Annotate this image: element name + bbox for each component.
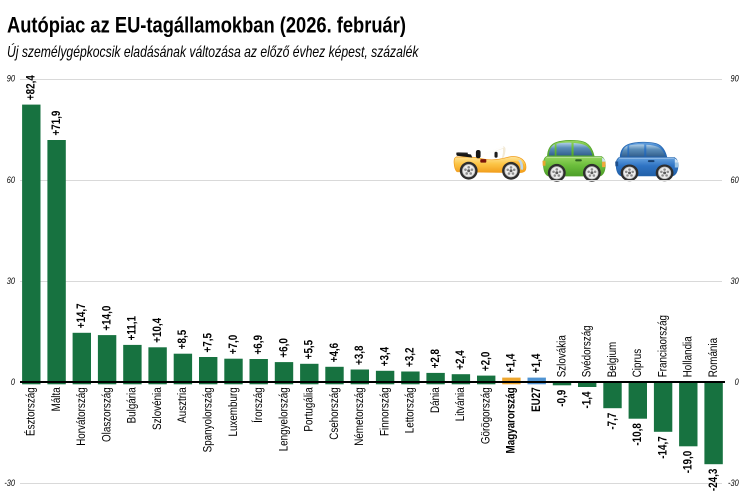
svg-text:+14,7: +14,7 — [75, 303, 88, 328]
svg-text:30: 30 — [730, 276, 739, 286]
svg-text:+2,8: +2,8 — [429, 349, 442, 368]
svg-text:-19,0: -19,0 — [682, 451, 695, 473]
svg-text:Észtország: Észtország — [24, 387, 38, 436]
svg-text:+14,0: +14,0 — [101, 306, 114, 331]
svg-text:+2,4: +2,4 — [454, 349, 467, 369]
svg-text:Luxemburg: Luxemburg — [227, 387, 240, 436]
svg-text:+1,4: +1,4 — [530, 353, 543, 373]
svg-text:Hollandia: Hollandia — [682, 335, 695, 377]
svg-text:Ausztria: Ausztria — [176, 386, 189, 422]
svg-text:-10,8: -10,8 — [631, 423, 644, 445]
svg-text:-30: -30 — [728, 478, 739, 488]
svg-text:Autópiac az EU-tagállamokban (: Autópiac az EU-tagállamokban (2026. febr… — [7, 14, 406, 38]
svg-text:+4,6: +4,6 — [328, 343, 341, 362]
svg-text:Finnország: Finnország — [379, 387, 392, 436]
svg-text:-24,3: -24,3 — [707, 469, 720, 491]
svg-text:Franciaország: Franciaország — [657, 315, 670, 377]
svg-text:+3,4: +3,4 — [379, 346, 392, 366]
svg-text:+5,5: +5,5 — [303, 340, 316, 359]
svg-text:Új személygépkocsik eladásának: Új személygépkocsik eladásának változása… — [7, 43, 419, 62]
svg-text:+7,5: +7,5 — [202, 333, 215, 352]
svg-text:Csehország: Csehország — [328, 387, 341, 439]
svg-text:+11,1: +11,1 — [126, 316, 139, 340]
svg-text:-1,4: -1,4 — [581, 391, 594, 409]
svg-text:+7,0: +7,0 — [227, 335, 240, 354]
svg-text:Lengyelország: Lengyelország — [277, 387, 290, 451]
svg-text:-7,7: -7,7 — [606, 413, 619, 430]
svg-text:+82,4: +82,4 — [25, 74, 38, 100]
svg-text:Portugália: Portugália — [303, 387, 316, 432]
svg-text:+8,5: +8,5 — [176, 330, 189, 349]
svg-text:Bulgária: Bulgária — [126, 386, 139, 423]
svg-text:+1,4: +1,4 — [505, 353, 518, 373]
svg-text:Svédország: Svédország — [581, 325, 594, 377]
svg-text:Szlovénia: Szlovénia — [151, 386, 164, 429]
svg-text:90: 90 — [7, 74, 16, 84]
svg-text:Spanyolország: Spanyolország — [202, 387, 215, 452]
svg-text:Horvátország: Horvátország — [75, 387, 88, 445]
svg-text:-14,7: -14,7 — [657, 436, 670, 458]
svg-text:Németország: Németország — [353, 387, 366, 445]
svg-text:+6,0: +6,0 — [277, 338, 290, 357]
svg-text:-30: -30 — [4, 478, 15, 488]
svg-text:0: 0 — [735, 377, 739, 387]
svg-text:+2,0: +2,0 — [480, 352, 493, 371]
svg-text:90: 90 — [730, 74, 739, 84]
svg-text:Írország: Írország — [251, 387, 265, 423]
svg-text:Görögország: Görögország — [480, 387, 493, 444]
svg-text:+6,9: +6,9 — [252, 335, 265, 354]
svg-text:60: 60 — [7, 175, 16, 185]
svg-text:0: 0 — [11, 377, 15, 387]
svg-text:EU27: EU27 — [530, 387, 543, 412]
svg-text:Litvánia: Litvánia — [454, 386, 467, 421]
svg-text:Ciprus: Ciprus — [631, 348, 644, 377]
svg-text:Magyarország: Magyarország — [505, 387, 518, 453]
svg-text:+3,8: +3,8 — [353, 346, 366, 365]
svg-text:Dánia: Dánia — [429, 387, 442, 414]
svg-text:Lettország: Lettország — [404, 387, 417, 433]
svg-text:60: 60 — [730, 175, 739, 185]
svg-text:Románia: Románia — [707, 337, 720, 377]
svg-text:Olaszország: Olaszország — [101, 387, 114, 442]
svg-text:+10,4: +10,4 — [151, 317, 164, 343]
svg-text:Belgium: Belgium — [606, 342, 619, 378]
svg-text:Szlovákia: Szlovákia — [555, 334, 568, 377]
svg-text:+3,2: +3,2 — [404, 348, 417, 367]
svg-text:Málta: Málta — [50, 386, 63, 411]
svg-text:30: 30 — [7, 276, 16, 286]
svg-text:+71,9: +71,9 — [50, 111, 63, 136]
svg-text:-0,9: -0,9 — [555, 390, 568, 407]
